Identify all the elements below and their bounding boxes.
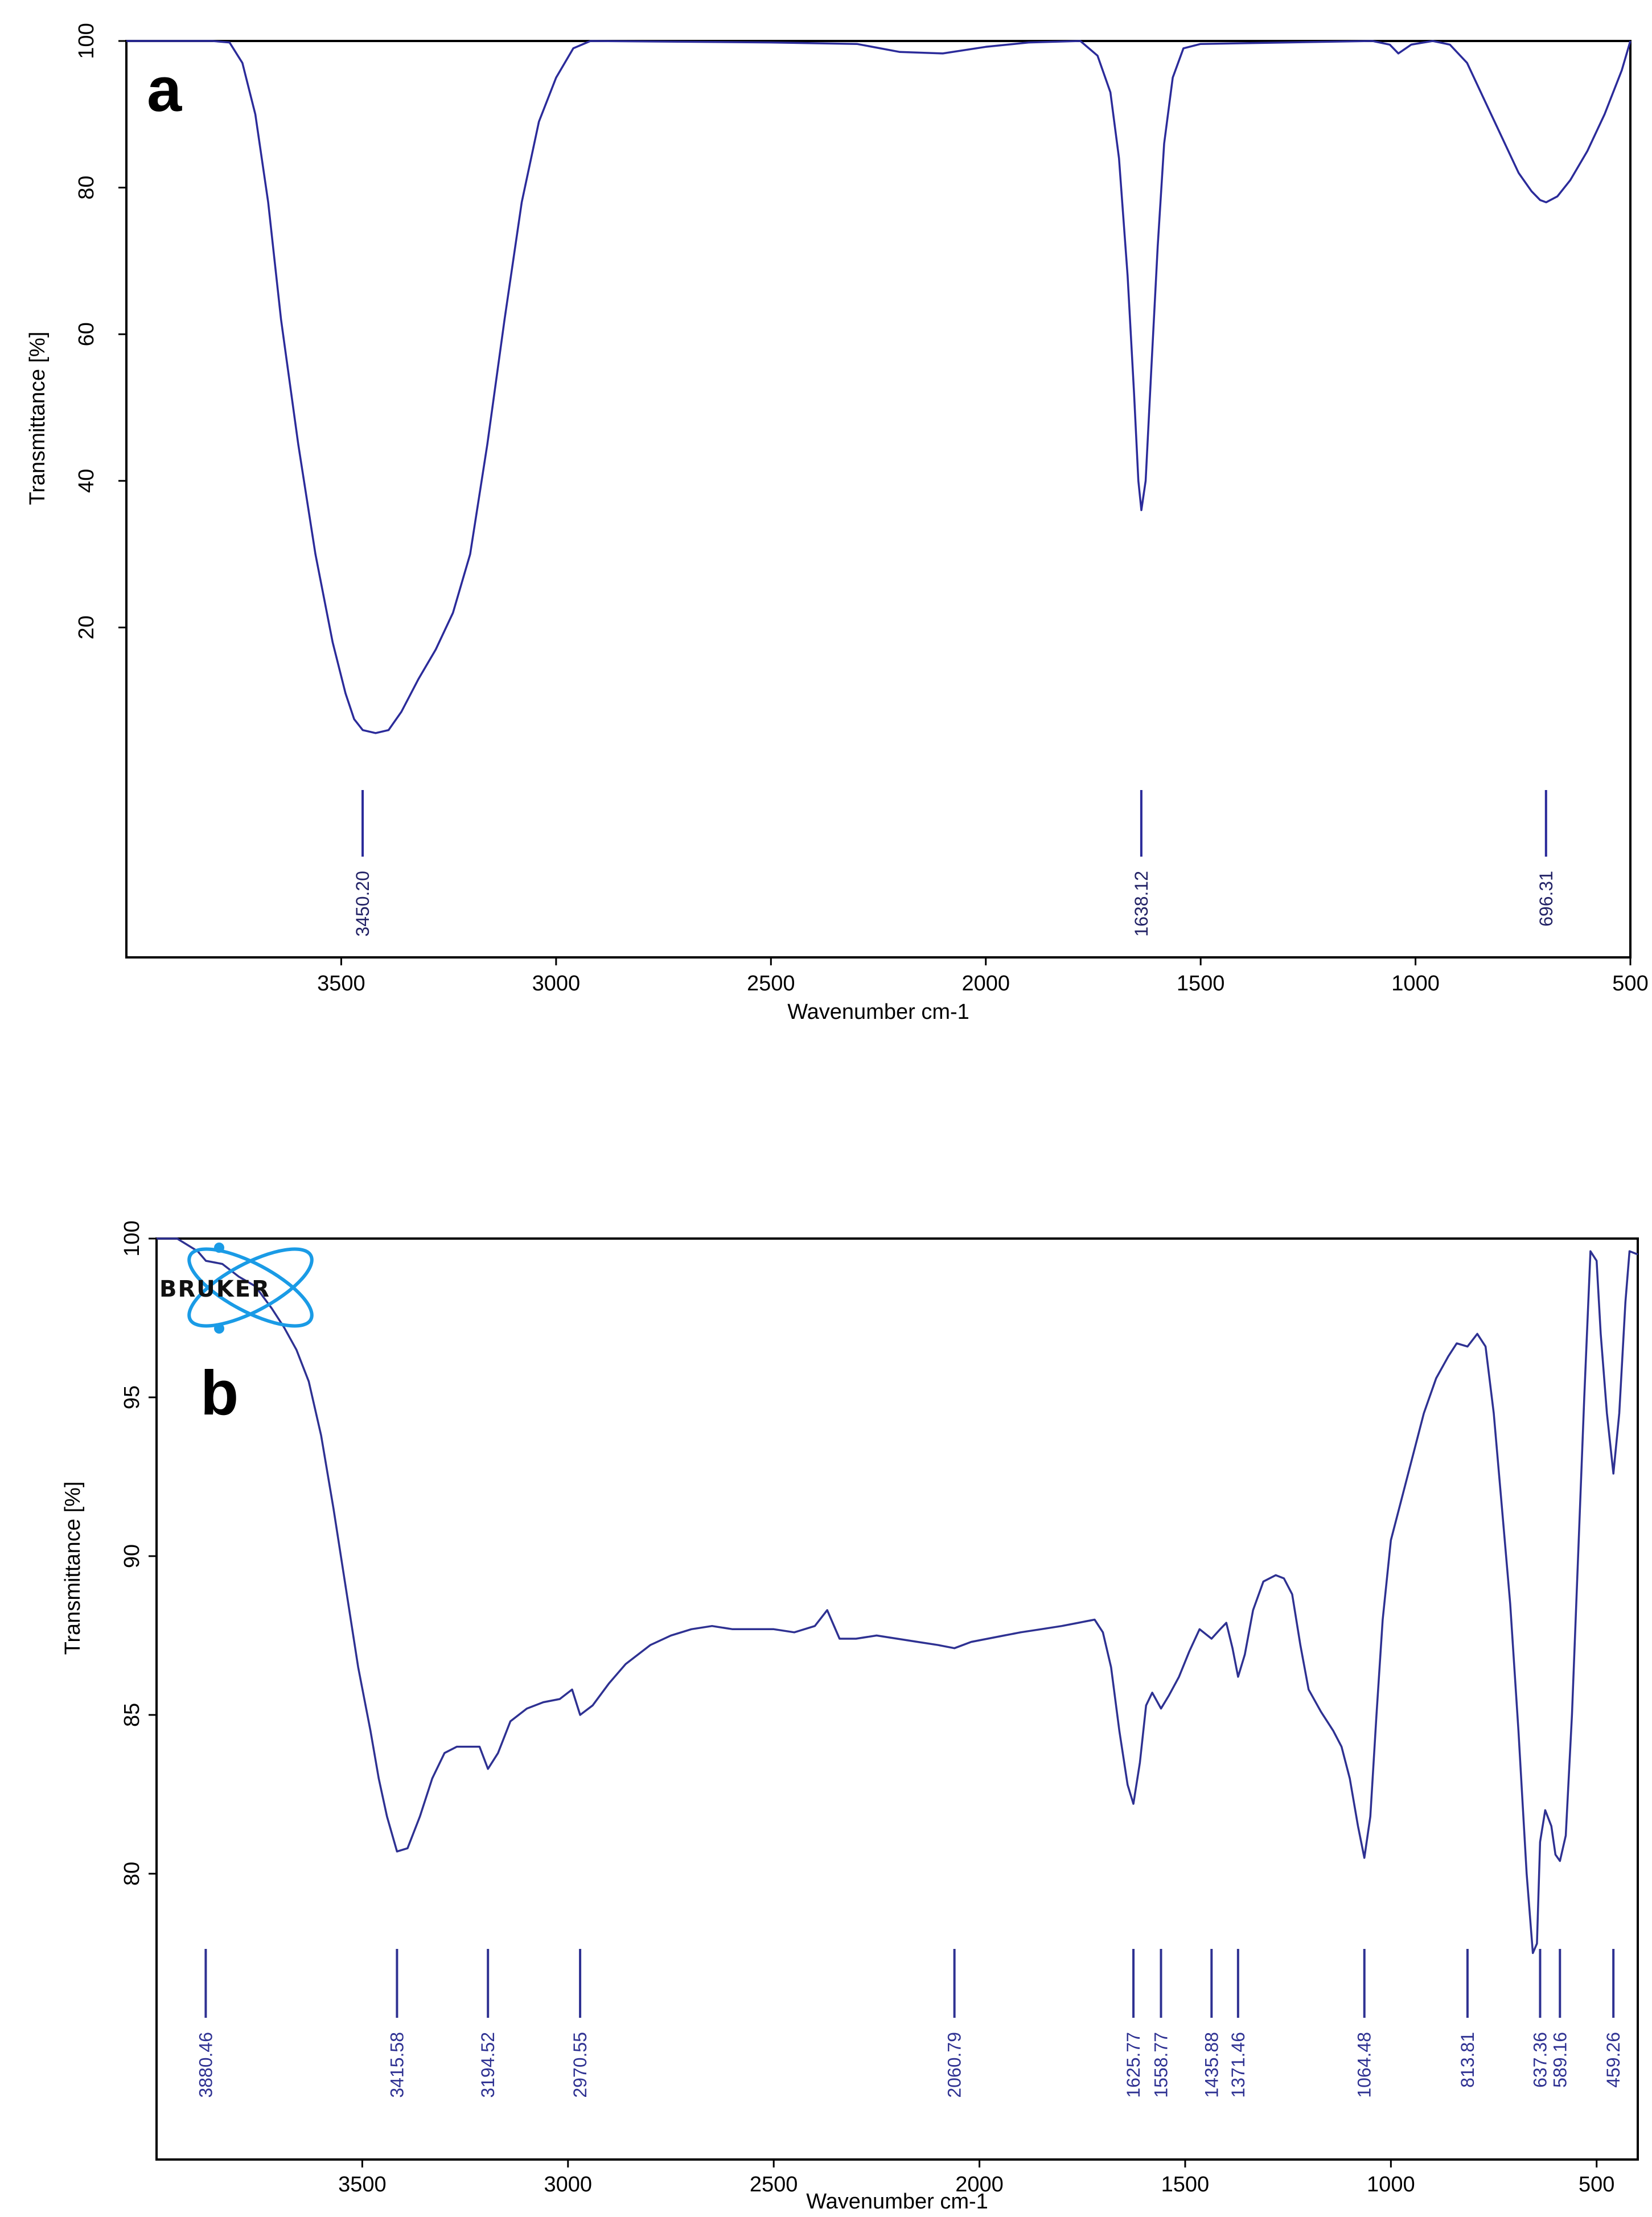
panel-a-x-axis-label: Wavenumber cm-1	[787, 1000, 969, 1024]
x-tick-label: 1500	[1177, 972, 1225, 996]
peak-label: 1435.88	[1201, 2032, 1222, 2098]
panel-b-peak-markers: 3880.46 3415.58 3194.52 2970.55 2060.79 1625.…	[195, 1949, 1624, 2098]
panel-b-plot-frame	[155, 1237, 1639, 2161]
y-tick-label: 60	[75, 322, 98, 346]
x-tick-label: 1000	[1367, 2173, 1415, 2197]
panel-b-letter: b	[200, 1358, 239, 1428]
peak-label: 3880.46	[195, 2032, 216, 2098]
logo-orbit-1	[187, 1247, 314, 1328]
x-tick-label: 3500	[317, 972, 365, 996]
peak-label: 1371.46	[1228, 2032, 1248, 2098]
x-tick-label: 500	[1579, 2173, 1614, 2197]
panel-a-spectrum-line	[126, 40, 1632, 734]
peak-label: 2970.55	[570, 2032, 590, 2098]
y-tick-label: 85	[120, 1703, 144, 1727]
peak-label: 2060.79	[944, 2032, 965, 2098]
peak-label: 3450.20	[352, 871, 373, 937]
panel-b-y-ticks: 80 85 90 95 100	[120, 1220, 157, 1886]
panel-a-y-axis-label: Transmittance [%]	[26, 332, 50, 505]
panel-b-y-axis-label: Transmittance [%]	[61, 1482, 85, 1655]
bruker-logo: BRUKER	[159, 1243, 314, 1334]
y-tick-label: 80	[75, 175, 98, 199]
peak-label: 459.26	[1603, 2032, 1624, 2088]
y-tick-label: 100	[120, 1220, 144, 1256]
x-tick-label: 1500	[1161, 2173, 1210, 2197]
y-tick-label: 40	[75, 469, 98, 493]
peak-label: 1638.12	[1131, 871, 1152, 937]
peak-label: 589.16	[1550, 2032, 1570, 2088]
x-tick-label: 2500	[750, 2173, 798, 2197]
panel-b-spectrum-line	[157, 1237, 1638, 1955]
peak-label: 637.36	[1530, 2032, 1550, 2088]
y-tick-label: 90	[120, 1544, 144, 1568]
panel-b-x-axis-label: Wavenumber cm-1	[806, 2190, 988, 2214]
logo-dot-1	[214, 1243, 224, 1253]
panel-a-y-ticks: 20 40 60 80 100	[75, 23, 126, 640]
y-tick-label: 95	[120, 1385, 144, 1409]
y-tick-label: 20	[75, 615, 98, 639]
y-tick-label: 100	[75, 23, 98, 59]
peak-label: 696.31	[1536, 871, 1556, 927]
panel-a-letter: a	[147, 55, 182, 125]
panel-a-plot-frame	[125, 40, 1632, 959]
peak-label: 3194.52	[478, 2032, 498, 2098]
x-tick-label: 2000	[961, 972, 1010, 996]
logo-orbit-2	[187, 1247, 314, 1328]
peak-label: 3415.58	[387, 2032, 407, 2098]
x-tick-label: 1000	[1391, 972, 1440, 996]
y-tick-label: 80	[120, 1862, 144, 1886]
x-tick-label: 500	[1612, 972, 1648, 996]
x-tick-label: 2000	[955, 2173, 1004, 2197]
logo-wordmark: BRUKER	[159, 1276, 270, 1302]
peak-label: 1558.77	[1150, 2032, 1171, 2098]
x-tick-label: 3000	[544, 2173, 593, 2197]
peak-label: 1064.48	[1354, 2032, 1375, 2098]
x-tick-label: 2500	[747, 972, 795, 996]
panel-b-x-ticks: 3500 3000 2500 2000 1500 1000 500	[338, 2160, 1614, 2197]
x-tick-label: 3500	[338, 2173, 387, 2197]
peak-label: 1625.77	[1123, 2032, 1144, 2098]
x-tick-label: 3000	[532, 972, 581, 996]
panel-a-peak-markers: 3450.20 1638.12 696.31	[352, 790, 1556, 937]
peak-label: 813.81	[1457, 2032, 1478, 2088]
logo-dot-2	[214, 1323, 224, 1334]
panel-a-x-ticks: 3500 3000 2500 2000 1500 1000 500	[317, 957, 1649, 996]
